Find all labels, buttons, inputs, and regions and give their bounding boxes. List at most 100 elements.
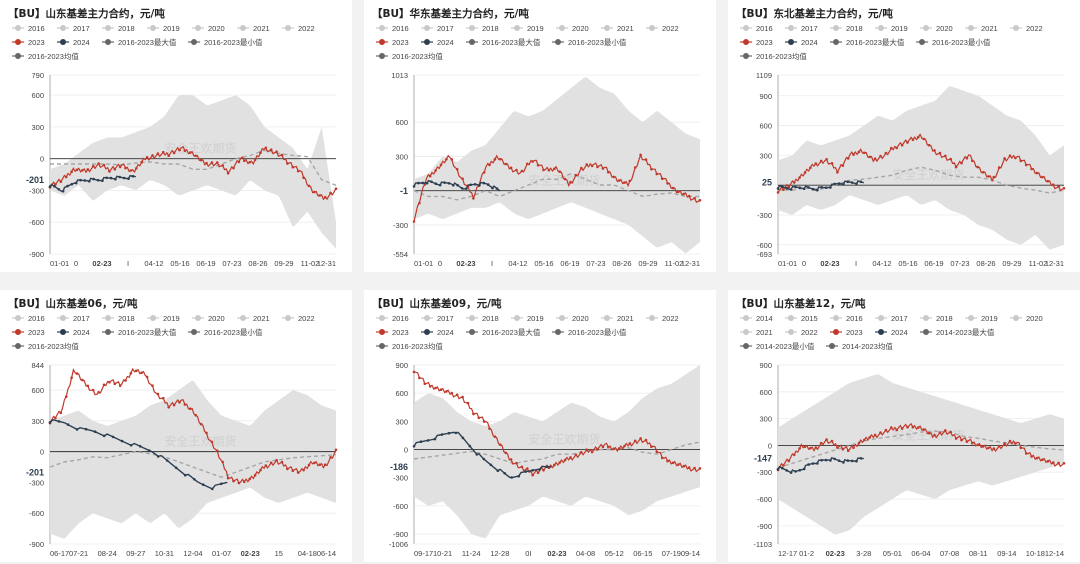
- series-2024-point: [109, 176, 113, 180]
- legend-marker: [379, 39, 385, 45]
- series-2023-point: [183, 149, 187, 152]
- chart-panel-1: 【BU】山东基差主力合约，元/吨 2016 2017 2018 2019 2020 2021…: [0, 0, 352, 272]
- series-2023-point: [275, 150, 278, 153]
- series-2024-point: [84, 427, 88, 431]
- legend-item: 2016-2023最小值: [188, 37, 263, 47]
- series-2024-point: [486, 183, 490, 186]
- series-2023-point: [428, 174, 432, 178]
- series-2023-point: [890, 426, 893, 429]
- series-2023-point: [531, 473, 534, 477]
- series-2023-point: [226, 171, 230, 175]
- marker-label-bg: [20, 172, 48, 186]
- chart-title: 【BU】东北基差主力合约，元/吨: [736, 7, 893, 20]
- x-tick-label: 12-28: [490, 549, 509, 558]
- series-2023-point: [873, 157, 877, 160]
- series-2023-point: [836, 446, 839, 449]
- series-2023-point: [509, 458, 513, 461]
- legend-item: 2024: [57, 38, 90, 47]
- y-tick-label: 900: [759, 361, 772, 370]
- series-2023-point: [221, 164, 224, 167]
- series-2023-point: [601, 445, 605, 449]
- legend-item: 2022: [646, 314, 679, 323]
- series-2024-point: [456, 183, 459, 187]
- series-2023-point: [987, 175, 990, 178]
- legend-item: 2016: [12, 24, 45, 33]
- chart-panel-4: 【BU】山东基差06，元/吨 2016 2017 2018 2019 2020 2021 20…: [0, 290, 352, 562]
- legend-item: 2020: [192, 314, 225, 323]
- legend-marker: [150, 315, 156, 321]
- series-2024-point: [531, 469, 534, 472]
- legend-item: 2019: [511, 24, 544, 33]
- series-2024-point: [120, 439, 124, 443]
- series-2024-point: [122, 176, 126, 180]
- x-tick-label: 06-15: [633, 549, 652, 558]
- series-2023-point: [900, 143, 904, 147]
- chart-svg: 【BU】山东基差主力合约，元/吨 2016 2017 2018 2019 2020 2021…: [8, 7, 338, 268]
- series-2023-point: [102, 383, 106, 387]
- legend-marker: [379, 329, 385, 335]
- series-2023-point: [269, 461, 273, 465]
- series-2023-point: [542, 168, 545, 172]
- legend-item: 2016: [830, 314, 863, 323]
- series-2023-point: [607, 445, 610, 449]
- series-2024-point: [842, 461, 845, 464]
- series-2024-point: [426, 439, 430, 442]
- series-2023-point: [639, 437, 642, 440]
- series-2023-point: [617, 447, 621, 450]
- legend-label: 2017: [73, 314, 90, 323]
- series-2023-point: [809, 446, 812, 450]
- series-2023-point: [601, 167, 605, 170]
- legend-item: 2016-2023均值: [376, 51, 443, 61]
- series-2023-point: [59, 180, 63, 183]
- series-2023-point: [286, 162, 289, 165]
- series-2023-point: [933, 149, 936, 152]
- series-2023-point: [205, 431, 208, 435]
- series-2024-point: [447, 182, 451, 185]
- series-2024-point: [101, 179, 104, 182]
- series-2024-point: [820, 186, 823, 189]
- legend-label: 2017: [437, 24, 454, 33]
- x-tick-label: 3-28: [856, 549, 871, 558]
- legend-marker: [424, 329, 430, 335]
- series-2024-point: [438, 183, 442, 187]
- series-2023-point: [895, 428, 898, 432]
- legend-label: 2022: [298, 24, 315, 33]
- series-2024-point: [807, 463, 810, 466]
- legend-label: 2024: [801, 38, 818, 47]
- legend-item: 2017: [421, 24, 454, 33]
- series-2023-point: [933, 433, 936, 437]
- series-2023-point: [434, 386, 437, 390]
- legend-marker: [788, 39, 794, 45]
- series-2024-point: [202, 483, 205, 486]
- series-2024-point: [538, 468, 541, 471]
- series-2023-point: [687, 466, 691, 469]
- legend-item: 2022: [282, 314, 315, 323]
- legend-marker: [1013, 25, 1019, 31]
- series-2023-point: [660, 456, 664, 460]
- legend-label: 2021: [981, 24, 998, 33]
- series-2023-point: [526, 467, 529, 470]
- legend-label: 2016: [392, 24, 409, 33]
- series-2024-point: [811, 187, 815, 191]
- current-value-marker: -1: [400, 186, 408, 196]
- y-tick-label: -1006: [389, 540, 408, 549]
- series-2024-point: [75, 428, 79, 431]
- series-2023-point: [992, 175, 996, 179]
- series-2023-point: [536, 471, 540, 475]
- legend-marker: [15, 25, 21, 31]
- legend-label: 2017: [73, 24, 90, 33]
- y-tick-label: 300: [31, 123, 44, 132]
- x-tick-label: 06-19: [560, 259, 579, 268]
- x-tick-label: 05-12: [605, 549, 624, 558]
- series-2023-point: [960, 161, 963, 165]
- legend-marker: [649, 25, 655, 31]
- series-2023-point: [803, 445, 807, 448]
- y-tick-label: -300: [29, 478, 44, 487]
- series-2024-point: [781, 466, 784, 470]
- x-tick-label: 12-31: [317, 259, 336, 268]
- y-tick-label: 0: [40, 448, 44, 457]
- series-2023-point: [798, 447, 801, 450]
- legend-marker: [788, 315, 794, 321]
- series-2024-point: [211, 487, 214, 491]
- legend-marker: [379, 315, 385, 321]
